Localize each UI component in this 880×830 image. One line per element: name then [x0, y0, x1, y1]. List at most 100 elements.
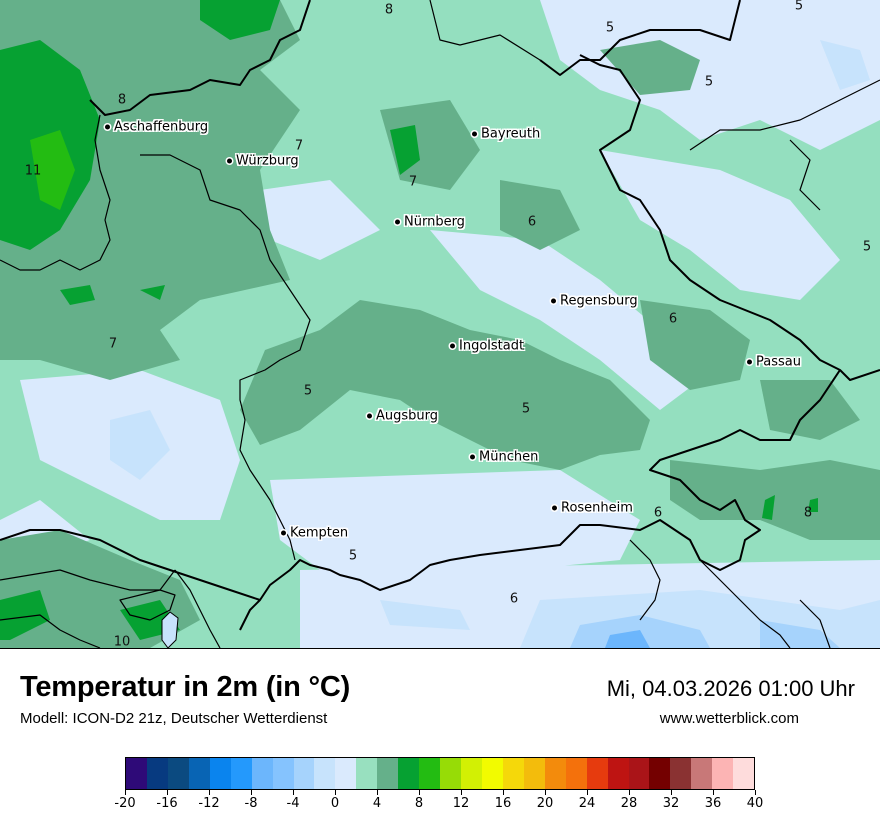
city-name: Passau: [756, 354, 801, 370]
colorbar-bin: [607, 758, 629, 789]
colorbar-bin: [649, 758, 671, 789]
contour-label: 5: [348, 548, 358, 564]
colorbar-bin: [565, 758, 587, 789]
city-name: Augsburg: [376, 408, 439, 424]
colorbar-bin: [188, 758, 210, 789]
colorbar-bin: [251, 758, 273, 789]
city-dot-icon: [367, 413, 372, 419]
city-name: Nürnberg: [404, 214, 465, 230]
city-marker: Nürnberg: [395, 215, 465, 230]
city-dot-icon: [551, 298, 556, 304]
colorbar-ticks: -20 -16 -12 -8 -4 0 4 8 12 16 20 24 28 32 36 40: [114, 790, 763, 820]
model-source: Modell: ICON-D2 21z, Deutscher Wetterdie…: [20, 710, 328, 727]
tick-mark: [628, 790, 630, 795]
temperature-map: Aschaffenburg Würzburg Bayreuth Nürnberg Reg…: [0, 0, 880, 649]
colorbar-bin: [167, 758, 189, 789]
contour-label: 6: [509, 591, 519, 607]
city-dot-icon: [470, 454, 475, 460]
city-dot-icon: [747, 359, 752, 365]
tick-label: -4: [286, 796, 300, 811]
tick-mark: [754, 790, 756, 795]
colorbar-bin: [398, 758, 420, 789]
colorbar-bin: [691, 758, 713, 789]
tick-mark: [502, 790, 504, 795]
temperature-field: [0, 0, 880, 648]
city-marker: Regensburg: [551, 294, 638, 309]
city-dot-icon: [105, 124, 110, 130]
colorbar-bin: [670, 758, 692, 789]
city-dot-icon: [552, 505, 557, 511]
city-name: Ingolstadt: [459, 338, 525, 354]
tick-mark: [376, 790, 378, 795]
website-url: www.wetterblick.com: [659, 710, 799, 727]
city-name: Regensburg: [560, 293, 638, 309]
contour-label: 8: [384, 2, 394, 18]
colorbar-bin: [314, 758, 336, 789]
city-name: Kempten: [290, 525, 349, 541]
tick-mark: [670, 790, 672, 795]
tick-label: -12: [198, 796, 220, 811]
colorbar-bin: [293, 758, 315, 789]
temperature-colorbar: [125, 757, 755, 790]
city-marker: Augsburg: [367, 409, 438, 424]
colorbar-bin: [502, 758, 524, 789]
tick-label: 16: [494, 796, 512, 811]
city-marker: Rosenheim: [552, 501, 633, 516]
city-marker: Passau: [747, 355, 801, 370]
tick-mark: [334, 790, 336, 795]
contour-label: 8: [803, 505, 813, 521]
city-name: Aschaffenburg: [114, 119, 209, 135]
contour-label: 5: [704, 74, 714, 90]
tick-label: 24: [578, 796, 596, 811]
city-marker: Aschaffenburg: [105, 120, 208, 135]
contour-label: 10: [113, 634, 131, 649]
colorbar-bin: [712, 758, 734, 789]
city-dot-icon: [472, 131, 477, 137]
contour-label: 8: [117, 92, 127, 108]
colorbar-bin: [230, 758, 252, 789]
city-dot-icon: [281, 530, 286, 536]
tick-label: -16: [156, 796, 178, 811]
colorbar-bin: [272, 758, 294, 789]
contour-label: 5: [862, 239, 872, 255]
colorbar-bin: [440, 758, 461, 789]
map-title: Temperatur in 2m (in °C): [20, 671, 351, 703]
colorbar-bin: [523, 758, 545, 789]
tick-label: 28: [620, 796, 638, 811]
contour-label: 5: [794, 0, 804, 14]
tick-mark: [292, 790, 294, 795]
colorbar-bin: [544, 758, 566, 789]
city-dot-icon: [395, 219, 400, 225]
tick-mark: [544, 790, 546, 795]
contour-label: 5: [605, 20, 615, 36]
contour-label: 7: [108, 336, 118, 352]
colorbar-bin: [335, 758, 357, 789]
colorbar-bin: [461, 758, 482, 789]
city-marker: Kempten: [281, 526, 348, 541]
city-dot-icon: [450, 343, 455, 349]
colorbar-bin: [209, 758, 231, 789]
city-marker: Ingolstadt: [450, 339, 524, 354]
colorbar-bin: [377, 758, 399, 789]
tick-mark: [460, 790, 462, 795]
tick-mark: [586, 790, 588, 795]
tick-label: -20: [114, 796, 136, 811]
tick-mark: [250, 790, 252, 795]
colorbar-bin: [733, 758, 755, 789]
colorbar-bin: [356, 758, 378, 789]
contour-label: 6: [653, 505, 663, 521]
tick-label: -8: [244, 796, 258, 811]
city-name: Rosenheim: [561, 500, 633, 516]
city-dot-icon: [227, 158, 232, 164]
colorbar-bin: [146, 758, 168, 789]
contour-label: 5: [521, 401, 531, 417]
tick-label: 20: [536, 796, 554, 811]
forecast-datetime: Mi, 04.03.2026 01:00 Uhr: [606, 676, 855, 701]
tick-mark: [208, 790, 210, 795]
colorbar-bin: [419, 758, 441, 789]
colorbar-bin: [628, 758, 650, 789]
contour-label: 7: [294, 138, 304, 154]
tick-mark: [712, 790, 714, 795]
city-name: München: [479, 449, 539, 465]
city-name: Bayreuth: [481, 126, 541, 142]
